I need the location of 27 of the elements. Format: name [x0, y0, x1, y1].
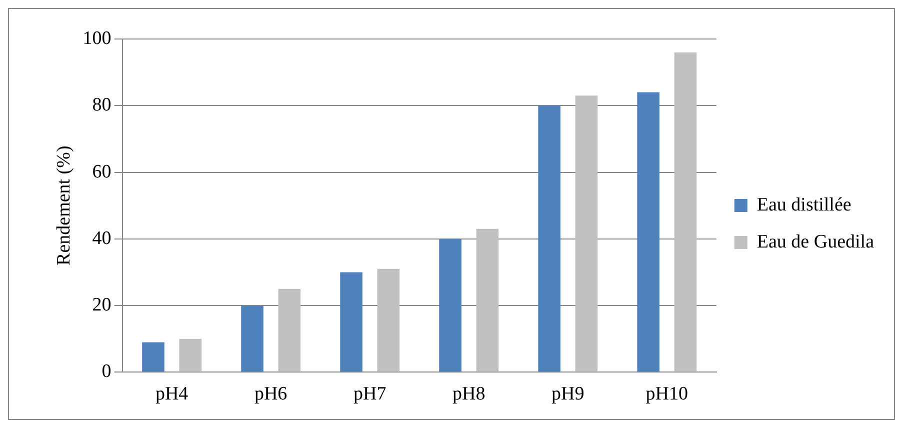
bar: [575, 96, 598, 372]
bar: [241, 306, 264, 372]
bar: [674, 52, 697, 372]
x-tick-label: pH10: [646, 384, 688, 405]
y-tick-label: 0: [102, 361, 112, 382]
y-tick-label: 100: [82, 28, 112, 49]
y-tick-label: 60: [92, 161, 112, 182]
x-tick-label: pH8: [452, 384, 486, 405]
bar: [538, 106, 560, 372]
bar: [179, 338, 202, 372]
x-tick-label: pH4: [155, 384, 189, 405]
y-axis-title: Rendement (%): [53, 146, 74, 266]
x-tick-label: pH9: [551, 384, 584, 405]
bar: [340, 272, 362, 372]
bar: [142, 342, 164, 372]
bar: [439, 238, 462, 372]
y-tick-label: 20: [92, 294, 112, 316]
bar: [476, 228, 499, 372]
x-tick-label: pH7: [353, 384, 386, 405]
bar: [278, 288, 301, 372]
bar: [377, 268, 400, 372]
bar: [637, 92, 660, 372]
x-tick-label: pH6: [254, 384, 288, 405]
y-tick-label: 40: [92, 228, 112, 249]
legend-label: Eau distillée: [756, 194, 852, 216]
y-tick-label: 80: [92, 94, 112, 116]
legend-label: Eau de Guedila: [756, 231, 875, 252]
